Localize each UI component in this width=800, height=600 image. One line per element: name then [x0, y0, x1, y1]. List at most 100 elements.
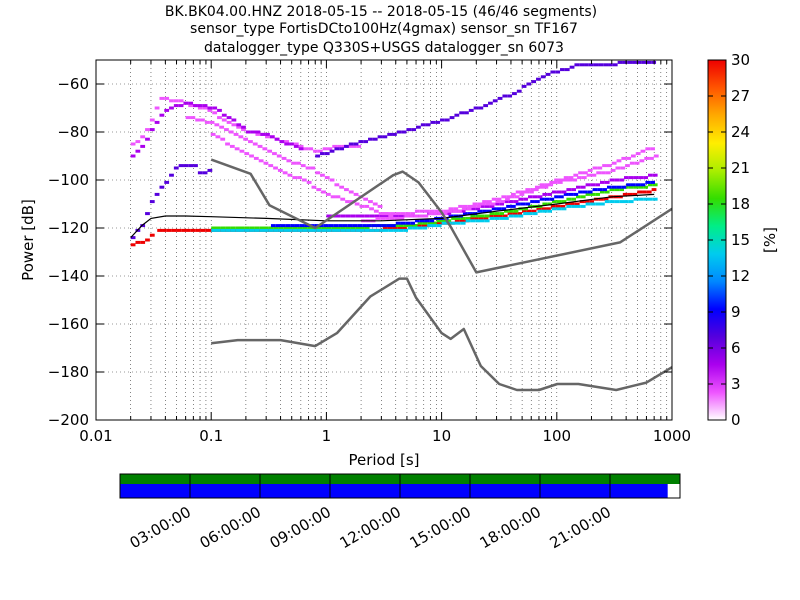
- psd-cell: [209, 120, 215, 124]
- psd-cell: [622, 192, 628, 196]
- psd-cell: [318, 224, 324, 228]
- psd-cell: [293, 142, 299, 146]
- psd-cell: [652, 183, 658, 187]
- psd-cell: [298, 147, 304, 151]
- psd-cell: [646, 190, 652, 194]
- psd-cell: [499, 202, 504, 206]
- psd-cell: [243, 137, 249, 141]
- psd-cell: [262, 147, 268, 151]
- psd-cell: [502, 94, 508, 98]
- psd-cell: [355, 226, 360, 230]
- psd-cell: [561, 207, 567, 211]
- psd-cell: [560, 68, 565, 72]
- psd-cell: [427, 224, 432, 228]
- psd-cell: [188, 164, 194, 168]
- psd-cell: [466, 207, 472, 211]
- psd-cell: [176, 228, 182, 232]
- psd-cell: [574, 202, 580, 206]
- psd-cell: [454, 113, 460, 117]
- psd-cell: [154, 120, 160, 124]
- psd-cell: [420, 123, 426, 127]
- x-tick-label: 0.01: [79, 427, 112, 445]
- psd-cell: [211, 228, 216, 232]
- psd-cell: [460, 216, 466, 220]
- psd-cell: [570, 202, 575, 206]
- psd-cell: [283, 226, 288, 230]
- psd-cell: [477, 209, 483, 213]
- psd-cell: [625, 164, 630, 168]
- x-tick-label: 10: [432, 427, 451, 445]
- psd-cell: [202, 171, 208, 175]
- psd-cell: [240, 226, 245, 230]
- psd-cell: [390, 224, 396, 228]
- psd-cell: [649, 156, 654, 160]
- psd-cell: [211, 226, 216, 230]
- psd-cell: [484, 204, 490, 208]
- psd-cell: [440, 118, 445, 122]
- psd-cell: [532, 212, 538, 216]
- psd-cell: [244, 228, 250, 232]
- psd-cell: [633, 197, 639, 201]
- x-axis-label: Period [s]: [348, 451, 419, 469]
- psd-cell: [210, 132, 216, 136]
- psd-cell: [269, 135, 275, 139]
- psd-cell: [568, 192, 574, 196]
- psd-cell: [328, 224, 334, 228]
- psd-cell: [340, 197, 346, 201]
- psd-cell: [505, 197, 510, 201]
- psd-cell: [653, 154, 659, 158]
- psd-cell: [566, 204, 572, 208]
- psd-cell: [350, 228, 356, 232]
- psd-cell: [292, 228, 298, 232]
- y-tick-label: −140: [48, 267, 89, 285]
- psd-cell: [356, 144, 362, 148]
- psd-cell: [276, 154, 282, 158]
- psd-cell: [235, 226, 240, 230]
- psd-cell: [614, 200, 620, 204]
- colorbar-tick-label: 24: [731, 123, 750, 141]
- psd-cell: [514, 195, 520, 199]
- psd-cell: [140, 135, 146, 139]
- psd-cell: [376, 224, 382, 228]
- psd-cell: [558, 178, 564, 182]
- psd-cell: [566, 188, 572, 192]
- psd-cell: [634, 161, 640, 165]
- psd-cell: [396, 130, 402, 134]
- psd-cell: [457, 209, 462, 213]
- psd-cell: [458, 204, 463, 208]
- psd-cell: [630, 183, 636, 187]
- psd-band-band-b: [270, 180, 655, 228]
- psd-cell: [195, 228, 201, 232]
- psd-cell: [236, 123, 242, 127]
- colorbar-tick-label: 6: [731, 339, 741, 357]
- psd-cell: [422, 226, 428, 230]
- psd-cell: [400, 212, 406, 216]
- psd-cell: [602, 164, 607, 168]
- psd-cell: [364, 214, 370, 218]
- psd-cell: [375, 216, 381, 220]
- psd-cell: [587, 168, 593, 172]
- psd-cell: [568, 176, 574, 180]
- psd-cell: [277, 168, 283, 172]
- psd-cell: [395, 221, 401, 225]
- psd-cell: [412, 226, 418, 230]
- psd-cell: [200, 228, 206, 232]
- psd-cell: [478, 216, 484, 220]
- psd-cell: [506, 195, 511, 199]
- psd-cell: [582, 190, 588, 194]
- psd-cell: [392, 132, 397, 136]
- psd-cell: [409, 214, 414, 218]
- psd-cell: [447, 209, 453, 213]
- psd-cell: [588, 63, 594, 67]
- psd-cell: [278, 226, 284, 230]
- psd-cell: [584, 200, 590, 204]
- psd-cell: [604, 180, 610, 184]
- psd-cell: [235, 228, 240, 232]
- psd-cell: [249, 226, 255, 230]
- psd-cell: [580, 204, 586, 208]
- psd-cell: [296, 161, 301, 165]
- psd-cell: [183, 101, 189, 105]
- psd-cell: [130, 142, 136, 146]
- psd-cell: [233, 132, 239, 136]
